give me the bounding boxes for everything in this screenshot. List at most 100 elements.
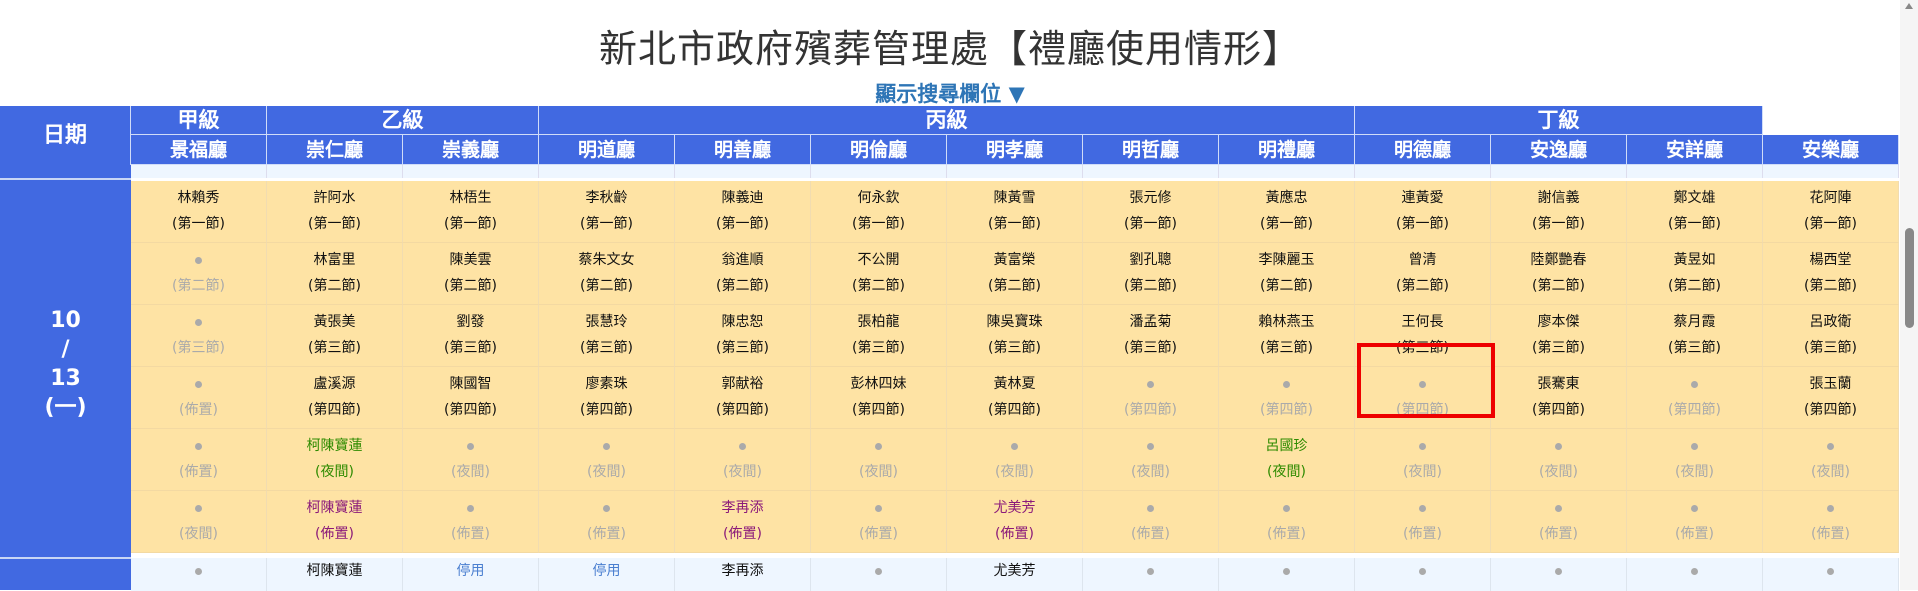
- hall-header[interactable]: 安逸廳: [1491, 135, 1627, 165]
- next-day-cell[interactable]: 停用: [403, 558, 539, 591]
- schedule-cell[interactable]: 李再添 (佈置): [675, 491, 811, 553]
- schedule-cell[interactable]: (夜間): [811, 429, 947, 491]
- next-day-cell[interactable]: 尤美芳: [947, 558, 1083, 591]
- schedule-cell[interactable]: 何永欽 (第一節): [811, 181, 947, 243]
- schedule-cell[interactable]: 林梧生 (第一節): [403, 181, 539, 243]
- schedule-cell[interactable]: 郭献裕 (第四節): [675, 367, 811, 429]
- schedule-cell[interactable]: (佈置): [1491, 491, 1627, 553]
- schedule-cell[interactable]: 張柏龍 (第三節): [811, 305, 947, 367]
- hall-header[interactable]: 明哲廳: [1083, 135, 1219, 165]
- schedule-cell[interactable]: 林賴秀 (第一節): [131, 181, 267, 243]
- schedule-cell[interactable]: 林富里 (第二節): [267, 243, 403, 305]
- schedule-cell[interactable]: (第三節): [131, 305, 267, 367]
- schedule-cell[interactable]: 不公開 (第二節): [811, 243, 947, 305]
- next-day-cell[interactable]: [811, 558, 947, 591]
- schedule-cell[interactable]: (夜間): [539, 429, 675, 491]
- schedule-cell[interactable]: (第四節): [1083, 367, 1219, 429]
- schedule-cell[interactable]: (夜間): [1491, 429, 1627, 491]
- hall-header[interactable]: 明道廳: [539, 135, 675, 165]
- schedule-cell[interactable]: 黃昱如 (第二節): [1627, 243, 1763, 305]
- schedule-cell[interactable]: (佈置): [131, 429, 267, 491]
- schedule-cell[interactable]: 陳美雲 (第二節): [403, 243, 539, 305]
- scrollbar-thumb[interactable]: [1905, 228, 1914, 328]
- schedule-cell[interactable]: 蔡朱文女 (第二節): [539, 243, 675, 305]
- next-day-cell[interactable]: 柯陳寶蓮: [267, 558, 403, 591]
- schedule-cell[interactable]: 潘孟菊 (第三節): [1083, 305, 1219, 367]
- next-day-cell[interactable]: [1491, 558, 1627, 591]
- schedule-cell[interactable]: 陳義迪 (第一節): [675, 181, 811, 243]
- schedule-cell[interactable]: 尤美芳 (佈置): [947, 491, 1083, 553]
- hall-header[interactable]: 崇義廳: [403, 135, 539, 165]
- schedule-cell[interactable]: 黃林夏 (第四節): [947, 367, 1083, 429]
- schedule-cell[interactable]: 劉孔聰 (第二節): [1083, 243, 1219, 305]
- schedule-cell[interactable]: 陳黃雪 (第一節): [947, 181, 1083, 243]
- hall-header[interactable]: 明孝廳: [947, 135, 1083, 165]
- schedule-cell[interactable]: 呂國珍 (夜間): [1219, 429, 1355, 491]
- schedule-cell[interactable]: (佈置): [1355, 491, 1491, 553]
- schedule-cell[interactable]: (夜間): [947, 429, 1083, 491]
- schedule-cell[interactable]: 廖本傑 (第三節): [1491, 305, 1627, 367]
- schedule-cell[interactable]: (夜間): [1083, 429, 1219, 491]
- schedule-cell[interactable]: 柯陳寶蓮 (夜間): [267, 429, 403, 491]
- schedule-cell[interactable]: 劉發 (第三節): [403, 305, 539, 367]
- next-day-cell[interactable]: [1627, 558, 1763, 591]
- hall-header[interactable]: 明善廳: [675, 135, 811, 165]
- schedule-cell[interactable]: 蔡月霞 (第三節): [1627, 305, 1763, 367]
- schedule-cell[interactable]: 陳吳寶珠 (第三節): [947, 305, 1083, 367]
- show-search-fields-toggle[interactable]: 顯示搜尋欄位 ▼: [875, 82, 1025, 106]
- hall-header[interactable]: 安樂廳: [1763, 135, 1899, 165]
- schedule-cell[interactable]: 張元修 (第一節): [1083, 181, 1219, 243]
- schedule-cell[interactable]: (第四節): [1355, 367, 1491, 429]
- next-day-cell[interactable]: 停用: [539, 558, 675, 591]
- schedule-cell[interactable]: 張騫東 (第四節): [1491, 367, 1627, 429]
- schedule-cell[interactable]: (佈置): [1083, 491, 1219, 553]
- schedule-cell[interactable]: (佈置): [403, 491, 539, 553]
- schedule-cell[interactable]: 呂政衛 (第三節): [1763, 305, 1899, 367]
- schedule-cell[interactable]: 柯陳寶蓮 (佈置): [267, 491, 403, 553]
- next-day-cell[interactable]: [1219, 558, 1355, 591]
- schedule-cell[interactable]: 花阿陣 (第一節): [1763, 181, 1899, 243]
- schedule-cell[interactable]: (佈置): [539, 491, 675, 553]
- next-day-cell[interactable]: [1355, 558, 1491, 591]
- schedule-cell[interactable]: (佈置): [1627, 491, 1763, 553]
- schedule-cell[interactable]: 楊西堂 (第二節): [1763, 243, 1899, 305]
- schedule-cell[interactable]: (第二節): [131, 243, 267, 305]
- schedule-cell[interactable]: (夜間): [1355, 429, 1491, 491]
- scroll-up-arrow-icon[interactable]: [1905, 3, 1913, 9]
- schedule-cell[interactable]: (佈置): [131, 367, 267, 429]
- schedule-cell[interactable]: 李秋齡 (第一節): [539, 181, 675, 243]
- schedule-cell[interactable]: (夜間): [131, 491, 267, 553]
- hall-header[interactable]: 明禮廳: [1219, 135, 1355, 165]
- next-day-cell[interactable]: [1763, 558, 1899, 591]
- hall-header[interactable]: 明德廳: [1355, 135, 1491, 165]
- schedule-cell[interactable]: (夜間): [675, 429, 811, 491]
- schedule-cell[interactable]: (佈置): [1219, 491, 1355, 553]
- schedule-cell[interactable]: (佈置): [811, 491, 947, 553]
- schedule-cell[interactable]: 鄭文雄 (第一節): [1627, 181, 1763, 243]
- schedule-cell[interactable]: 彭林四妹 (第四節): [811, 367, 947, 429]
- schedule-cell[interactable]: (夜間): [403, 429, 539, 491]
- hall-header[interactable]: 崇仁廳: [267, 135, 403, 165]
- schedule-cell[interactable]: 張玉蘭 (第四節): [1763, 367, 1899, 429]
- schedule-cell[interactable]: (佈置): [1763, 491, 1899, 553]
- hall-header[interactable]: 明倫廳: [811, 135, 947, 165]
- hall-header[interactable]: 景福廳: [131, 135, 267, 165]
- scrollbar[interactable]: [1900, 0, 1918, 590]
- schedule-cell[interactable]: 連黃愛 (第一節): [1355, 181, 1491, 243]
- schedule-cell[interactable]: 陸鄭艷春 (第二節): [1491, 243, 1627, 305]
- schedule-cell[interactable]: 黃富榮 (第二節): [947, 243, 1083, 305]
- next-day-cell[interactable]: 李再添: [675, 558, 811, 591]
- schedule-cell[interactable]: 陳國智 (第四節): [403, 367, 539, 429]
- hall-header[interactable]: 安詳廳: [1627, 135, 1763, 165]
- schedule-cell[interactable]: (第四節): [1219, 367, 1355, 429]
- schedule-cell[interactable]: (夜間): [1627, 429, 1763, 491]
- schedule-cell[interactable]: 賴林燕玉 (第三節): [1219, 305, 1355, 367]
- next-day-cell[interactable]: [1083, 558, 1219, 591]
- schedule-cell[interactable]: 陳忠恕 (第三節): [675, 305, 811, 367]
- schedule-cell[interactable]: 翁進順 (第二節): [675, 243, 811, 305]
- schedule-cell[interactable]: 黃張美 (第三節): [267, 305, 403, 367]
- schedule-cell[interactable]: 謝信義 (第一節): [1491, 181, 1627, 243]
- schedule-cell[interactable]: 許阿水 (第一節): [267, 181, 403, 243]
- schedule-cell[interactable]: 廖素珠 (第四節): [539, 367, 675, 429]
- schedule-cell[interactable]: 李陳麗玉 (第二節): [1219, 243, 1355, 305]
